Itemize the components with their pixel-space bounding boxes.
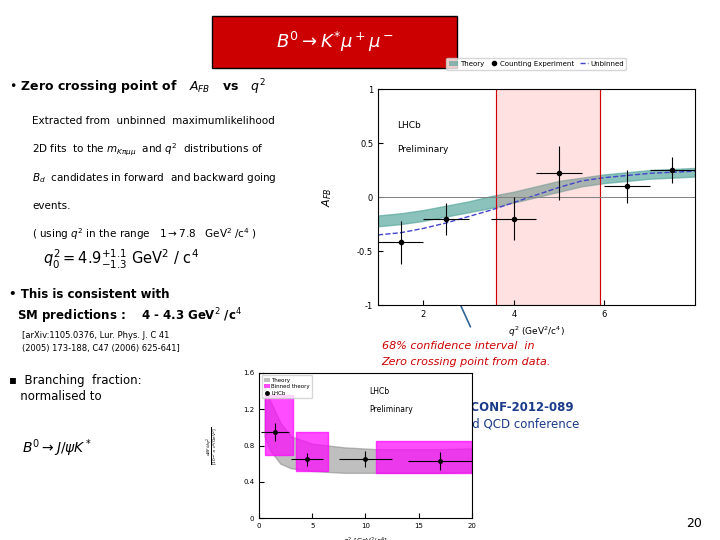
Text: Extracted from  unbinned  maximumlikelihood: Extracted from unbinned maximumlikelihoo… (32, 117, 275, 126)
Unbinned (668, 169, 677, 176)
Unbinned (532, 192, 541, 198)
Text: • This is consistent with: • This is consistent with (9, 288, 169, 301)
Unbinned (396, 230, 405, 236)
Legend: Theory, Binned theory, LHCb: Theory, Binned theory, LHCb (262, 375, 312, 398)
Line: Unbinned: Unbinned (378, 171, 695, 235)
Text: $B^0 \rightarrow J/\psi K^*$: $B^0 \rightarrow J/\psi K^*$ (22, 437, 92, 459)
FancyBboxPatch shape (212, 16, 457, 68)
Text: $B^0 \rightarrow K^{*} \mu^+ \mu^-$: $B^0 \rightarrow K^{*} \mu^+ \mu^-$ (276, 30, 394, 54)
Text: normalised to: normalised to (9, 390, 102, 403)
X-axis label: $q^2$ (GeV$^2$/c$^4$): $q^2$ (GeV$^2$/c$^4$) (508, 325, 564, 339)
Unbinned (441, 220, 450, 226)
Text: $B_d$  candidates in forward  and backward going: $B_d$ candidates in forward and backward… (32, 171, 277, 185)
Legend: Theory, Counting Experiment, Unbinned: Theory, Counting Experiment, Unbinned (446, 58, 626, 70)
Unbinned (645, 170, 654, 177)
Unbinned (577, 178, 586, 184)
Text: 20: 20 (686, 517, 702, 530)
Text: (2005) 173-188, C47 (2006) 625-641]: (2005) 173-188, C47 (2006) 625-641] (22, 344, 179, 353)
Unbinned (690, 168, 699, 174)
X-axis label: $q^2$ [GeV$^2$/c$^4$]: $q^2$ [GeV$^2$/c$^4$] (343, 535, 388, 540)
Text: LHCb-CONF-2012-089: LHCb-CONF-2012-089 (432, 401, 575, 414)
Text: events.: events. (32, 201, 71, 211)
Text: Preliminary: Preliminary (369, 404, 413, 414)
Unbinned (623, 172, 631, 179)
Text: • Zero crossing point of   $A_{FB}$   vs   $q^{2}$: • Zero crossing point of $A_{FB}$ vs $q^… (9, 78, 266, 97)
Text: LHCb: LHCb (369, 387, 390, 396)
Text: 68% confidence interval  in: 68% confidence interval in (382, 341, 534, 350)
Text: SM predictions :    4 - 4.3 GeV$^2$ /c$^4$: SM predictions : 4 - 4.3 GeV$^2$ /c$^4$ (9, 306, 242, 326)
Text: ( using $q^{2}$ in the range   $1\rightarrow 7.8$   GeV$^2$ /c$^4$ ): ( using $q^{2}$ in the range $1\rightarr… (32, 226, 258, 242)
Text: Zero crossing point from data.: Zero crossing point from data. (382, 357, 551, 367)
Unbinned (464, 213, 473, 220)
Text: [arXiv:1105.0376, Lur. Phys. J. C 41: [arXiv:1105.0376, Lur. Phys. J. C 41 (22, 332, 169, 340)
Text: $q_0^2 = 4.9^{+1.1}_{-1.3}$ GeV$^2$ / c$^4$: $q_0^2 = 4.9^{+1.1}_{-1.3}$ GeV$^2$ / c$… (43, 248, 199, 271)
Unbinned (374, 232, 382, 238)
Unbinned (419, 225, 428, 232)
Text: 2D fits  to the $m_{K\pi\mu\mu}$  and $q^{2}$  distributions of: 2D fits to the $m_{K\pi\mu\mu}$ and $q^{… (32, 141, 264, 158)
Bar (495, 89, 600, 305)
Text: ▪  Branching  fraction:: ▪ Branching fraction: (9, 374, 141, 387)
Text: LHCb: LHCb (397, 122, 420, 131)
Text: $\frac{dBF/dq^2}{[10^{-7} \times c^4/\mathrm{GeV}^2]}$: $\frac{dBF/dq^2}{[10^{-7} \times c^4/\ma… (204, 427, 220, 464)
Text: Moriond QCD conference: Moriond QCD conference (432, 417, 580, 430)
Text: Preliminary: Preliminary (397, 145, 449, 154)
Unbinned (487, 207, 495, 213)
Text: $A_{FB}$: $A_{FB}$ (320, 187, 334, 207)
Unbinned (600, 174, 608, 181)
Unbinned (510, 199, 518, 206)
Unbinned (554, 184, 563, 191)
